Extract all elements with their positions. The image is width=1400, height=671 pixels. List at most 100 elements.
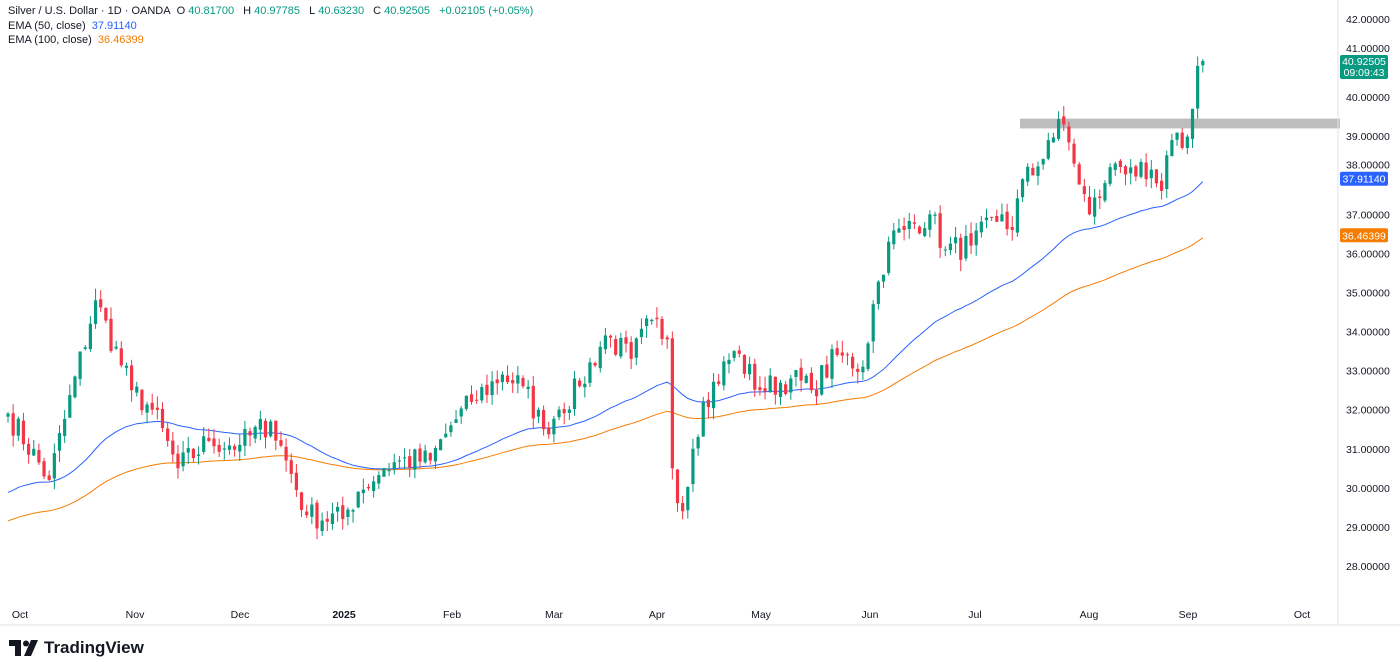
candle: [32, 440, 36, 456]
candle: [686, 486, 690, 519]
candle: [233, 443, 237, 457]
candle: [917, 225, 922, 235]
candle: [639, 318, 644, 344]
candle: [243, 420, 247, 457]
price-tick-label: 32.00000: [1346, 405, 1390, 417]
candle: [166, 422, 170, 447]
candle: [222, 441, 226, 460]
price-tick-label: 39.00000: [1346, 131, 1390, 143]
candle: [433, 445, 438, 469]
candle: [382, 467, 386, 478]
candle: [758, 376, 762, 396]
price-tick-label: 42.00000: [1346, 14, 1390, 26]
candle: [269, 419, 273, 438]
candle: [289, 453, 293, 484]
candle: [423, 444, 427, 464]
candle: [320, 512, 324, 536]
price-change: +0.02105 (+0.05%): [439, 5, 534, 17]
candle: [114, 340, 118, 350]
candle: [176, 445, 180, 479]
candle: [840, 340, 844, 363]
candle: [814, 380, 819, 405]
candle: [732, 350, 736, 362]
candle: [691, 438, 695, 493]
candle: [778, 379, 783, 405]
candle: [536, 407, 541, 424]
candle: [804, 373, 808, 384]
price-axis[interactable]: 42.00000 41.00000 40.00000 39.00000 38.00000…: [1346, 14, 1390, 573]
candle: [1046, 132, 1050, 161]
candle: [660, 316, 664, 346]
candle: [1000, 203, 1004, 222]
candle: [959, 233, 963, 272]
candle: [196, 446, 201, 465]
candle: [583, 376, 587, 398]
tradingview-logo[interactable]: TradingView: [9, 638, 144, 658]
candle: [444, 423, 448, 438]
time-tick-label: Sep: [1179, 609, 1198, 621]
candle: [768, 368, 772, 393]
candle: [140, 389, 144, 416]
candle: [1057, 111, 1061, 141]
price-tick-label: 30.00000: [1346, 483, 1390, 495]
legend-ema100-row[interactable]: EMA (100, close) 36.46399: [8, 33, 536, 48]
candle: [943, 246, 947, 257]
candle: [552, 415, 556, 443]
time-tick-label: Mar: [545, 609, 564, 621]
candle: [305, 504, 309, 519]
time-tick-label: Jun: [862, 609, 879, 621]
candle: [310, 497, 314, 525]
candle: [93, 288, 98, 329]
candle: [1196, 56, 1200, 119]
ohlc-open: O 40.81700: [176, 5, 235, 17]
time-tick-label: Oct: [12, 609, 28, 621]
candle: [938, 205, 942, 259]
candle: [83, 345, 87, 351]
candle: [11, 404, 15, 447]
candle: [1098, 189, 1102, 210]
candle: [830, 344, 834, 388]
candle: [619, 332, 623, 359]
candle: [634, 337, 638, 366]
ema50-label: EMA (50, close): [8, 19, 86, 32]
ohlc-high: H 40.97785: [243, 5, 301, 17]
candle: [1149, 160, 1153, 189]
candle: [1134, 164, 1138, 182]
candle: [881, 274, 886, 288]
candle: [670, 331, 674, 480]
candle: [784, 381, 788, 396]
candle: [63, 410, 67, 443]
candle: [557, 406, 561, 421]
candle: [27, 437, 31, 464]
candle: [253, 425, 257, 444]
candle: [825, 355, 829, 379]
candle: [892, 222, 896, 250]
candle: [258, 410, 262, 441]
candle: [109, 307, 113, 353]
candle: [907, 213, 911, 239]
candle: [711, 373, 716, 420]
candle: [346, 507, 350, 526]
candle: [1123, 164, 1128, 186]
candle: [99, 290, 103, 313]
legend-ema50-row[interactable]: EMA (50, close) 37.91140: [8, 19, 536, 34]
candle: [336, 501, 340, 522]
candle: [52, 443, 56, 490]
candle: [439, 438, 443, 451]
time-axis[interactable]: Oct Nov Dec 2025 Feb Mar Apr May Jun Jul Aug Sep Oct: [12, 609, 1310, 621]
candle: [1139, 158, 1143, 179]
candle: [449, 421, 453, 437]
time-tick-label: Nov: [126, 609, 145, 621]
ema50-tag: 37.91140: [1340, 171, 1388, 186]
candle: [454, 409, 458, 424]
candle: [1015, 189, 1019, 237]
symbol-title[interactable]: Silver / U.S. Dollar · 1D · OANDA: [8, 5, 171, 17]
candle: [212, 429, 216, 454]
candle: [1118, 159, 1122, 174]
candle: [516, 365, 520, 394]
price-tick-label: 40.00000: [1346, 92, 1390, 104]
candle: [645, 315, 649, 338]
candle: [794, 369, 798, 387]
candle: [722, 356, 726, 391]
